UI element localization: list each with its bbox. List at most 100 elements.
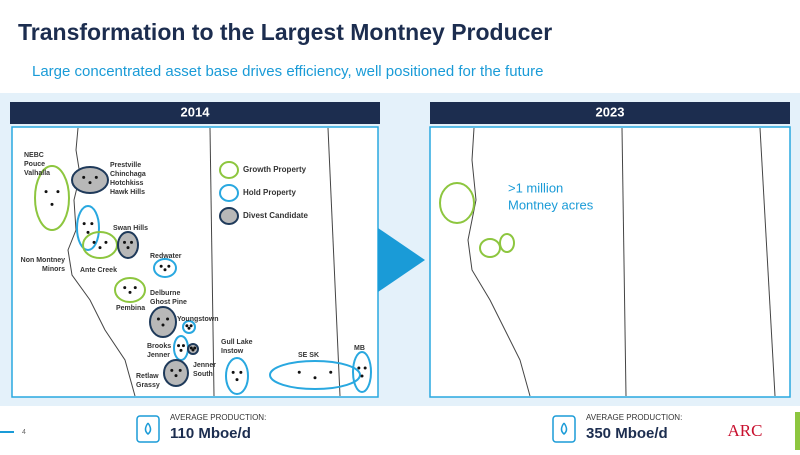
annotation: >1 million [508, 180, 563, 195]
map-label: SE SK [298, 352, 319, 359]
production-value: 110 Mboe/d [170, 425, 251, 442]
well-cluster [191, 348, 195, 352]
well-cluster [235, 378, 239, 382]
well-cluster [128, 290, 132, 294]
area-ellipse [479, 238, 501, 258]
area-ellipse [34, 165, 70, 231]
well-cluster [181, 344, 185, 348]
area-ellipse [163, 359, 189, 387]
page-number: 4 [22, 429, 26, 436]
area-ellipse [225, 357, 249, 395]
map-label: Delburne [150, 290, 180, 297]
area-ellipse [76, 205, 100, 251]
production-label: AVERAGE PRODUCTION: [586, 413, 682, 422]
map-label: Retlaw [136, 373, 159, 380]
well-cluster [360, 374, 364, 378]
borders [67, 127, 341, 397]
icon [136, 415, 576, 443]
well-cluster [90, 222, 94, 226]
map-label: Swan Hills [113, 225, 148, 232]
map-label: Ante Creek [80, 267, 117, 274]
well-cluster [92, 240, 96, 244]
legend-label: Hold Property [243, 188, 296, 197]
production-value: 350 Mboe/d [586, 425, 668, 442]
well-cluster [187, 326, 191, 330]
well-cluster [88, 181, 92, 185]
well-cluster [239, 370, 243, 374]
map-label: Pembina [116, 305, 145, 312]
well-cluster [94, 175, 98, 179]
map-label: Pouce [24, 161, 45, 168]
area-ellipse [117, 231, 139, 259]
well-cluster [159, 264, 163, 268]
map-label: Hotchkiss [110, 180, 144, 187]
well-cluster [123, 240, 126, 244]
area-ellipse [352, 351, 372, 393]
well-cluster [189, 346, 193, 350]
area-ellipse [182, 320, 196, 334]
map-label: Instow [221, 348, 244, 355]
well-cluster [231, 370, 235, 374]
annotation: Montney acres [508, 197, 594, 212]
map-label: Redwater [150, 253, 182, 260]
map-label: Grassy [136, 382, 160, 389]
area-ellipse [149, 306, 177, 338]
well-cluster [178, 368, 182, 372]
map-label: Hawk Hills [110, 189, 145, 196]
borders [467, 127, 776, 397]
panel-title: 2014 [181, 104, 211, 119]
map-frame [429, 126, 791, 398]
map-label: Minors [42, 266, 65, 273]
map-layer: NEBC Pouce Valhalla Prestville Chinchaga Hotc… [21, 152, 372, 395]
panel-header [10, 102, 380, 124]
arrow [378, 228, 425, 292]
well-cluster [193, 346, 197, 350]
well-cluster [363, 366, 367, 370]
map-label: Jenner [147, 352, 170, 359]
map-label: Brooks [147, 343, 171, 350]
legend-swatch [219, 184, 239, 202]
well-cluster [179, 348, 183, 352]
well-cluster [56, 190, 60, 194]
panel-header [430, 102, 790, 124]
well-cluster [174, 374, 178, 378]
map-label: MB [354, 345, 365, 352]
panel-title: 2023 [596, 104, 625, 119]
legend-swatch [219, 161, 239, 179]
well-cluster [82, 175, 86, 179]
subtitle: Large concentrated asset base drives eff… [32, 63, 543, 80]
map-label: NEBC [24, 152, 44, 159]
map-frame [11, 126, 379, 398]
map-label: Jenner [193, 362, 216, 369]
well-cluster [185, 324, 189, 328]
well-cluster [357, 366, 361, 370]
legend-label: Growth Property [243, 165, 307, 174]
well-cluster [177, 344, 181, 348]
well-cluster [133, 286, 137, 290]
well-cluster [86, 230, 90, 234]
well-cluster [163, 268, 167, 272]
well-cluster [329, 370, 333, 374]
area-ellipse [439, 182, 475, 224]
well-cluster [189, 324, 193, 328]
map-label: Non Montney [21, 257, 65, 264]
map-label: Chinchaga [110, 171, 146, 178]
well-cluster [44, 190, 48, 194]
well-cluster [297, 370, 301, 374]
map-label: Prestville [110, 162, 141, 169]
well-cluster [313, 376, 317, 380]
area-ellipse [114, 277, 146, 303]
logo: ARC [728, 421, 763, 440]
legend-swatch [219, 207, 239, 225]
well-cluster [170, 368, 174, 372]
map-label: Valhalla [24, 170, 50, 177]
well-cluster [82, 222, 86, 226]
area-ellipse [71, 166, 109, 194]
well-cluster [156, 317, 160, 321]
well-cluster [104, 240, 108, 244]
accent-bar [795, 412, 800, 450]
well-cluster [126, 246, 130, 250]
well-cluster [123, 286, 127, 290]
map-label: Youngstown [177, 316, 218, 323]
well-cluster [161, 323, 165, 327]
